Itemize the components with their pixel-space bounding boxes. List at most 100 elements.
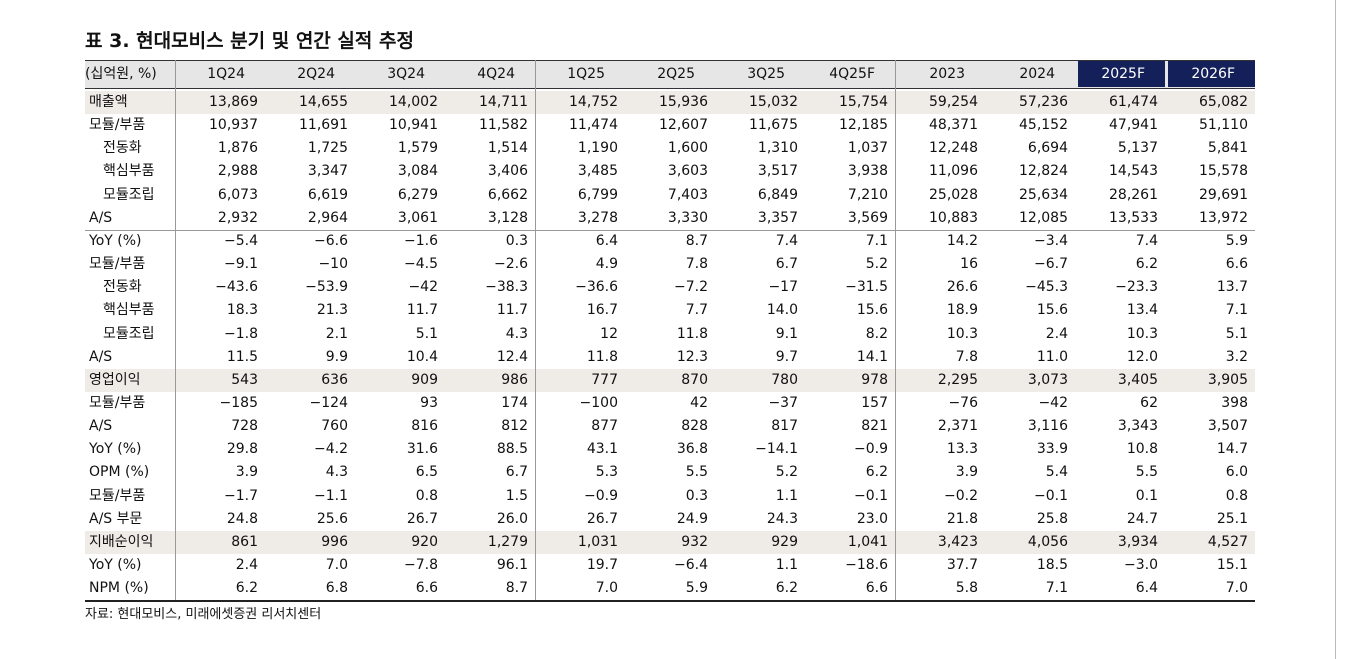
cell-value: 6.6 [1225,256,1248,273]
cell-value: 6.4 [1135,580,1158,597]
cell-value: 5,841 [1207,140,1248,157]
cell-value: 10.3 [946,325,978,342]
cell-value: 2,964 [307,209,348,226]
cell-value: 43.1 [586,441,618,458]
cell-value: 88.5 [496,441,528,458]
cell-value: 3,347 [307,163,348,180]
cell-value: 6,279 [397,186,438,203]
cell-value: 15,578 [1199,163,1248,180]
cell-value: 5.4 [1045,464,1068,481]
cell-value: −17 [768,279,798,296]
cell-value: 0.8 [415,487,438,504]
cell-value: 3,357 [757,209,798,226]
cell-value: 15.6 [1036,302,1068,319]
cell-value: 6,694 [1027,140,1068,157]
cell-value: 21.8 [946,510,978,527]
cell-value: −2.6 [494,256,528,273]
cell-value: 0.8 [1225,487,1248,504]
cell-value: 18.3 [226,302,258,319]
cell-value: 1,725 [307,140,348,157]
cell-value: 6.0 [1225,464,1248,481]
cell-value: 6.2 [1135,256,1158,273]
row-label: YoY (%) [89,557,142,573]
cell-value: −3.0 [1124,557,1158,573]
cell-value: 3,061 [397,209,438,226]
cell-value: 14,002 [389,94,438,110]
cell-value: 19.7 [586,557,618,573]
column-separator [895,60,896,601]
cell-value: 6.2 [235,580,258,597]
cell-value: 3,073 [1027,371,1068,388]
cell-value: 12,248 [929,140,978,157]
cell-value: 10,937 [209,117,258,134]
cell-value: 978 [861,371,888,388]
row-label: 모듈조립 [103,325,155,342]
cell-value: −10 [318,256,348,273]
cell-value: 877 [591,418,618,435]
cell-value: 1,031 [577,533,618,550]
cell-value: 14,655 [299,94,348,110]
cell-value: 7.4 [1135,232,1158,249]
cell-value: −1.7 [224,487,258,504]
cell-value: 28,261 [1109,186,1158,203]
cell-value: −7.2 [674,279,708,296]
cell-value: 15,936 [659,94,708,110]
cell-value: 24.9 [676,510,708,527]
cell-value: 7.1 [1225,302,1248,319]
cell-value: 47,941 [1109,117,1158,134]
cell-value: 5.8 [955,580,978,597]
cell-value: −45.3 [1025,279,1068,296]
row-label: 모듈/부품 [89,256,146,273]
row-label: YoY (%) [89,232,142,249]
cell-value: −3.4 [1034,232,1068,249]
cell-value: 929 [771,533,798,550]
cell-value: 11,096 [929,163,978,180]
row-label: 전동화 [103,140,142,157]
cell-value: 15,032 [749,94,798,110]
cell-value: 1,041 [847,533,888,550]
cell-value: −1.1 [314,487,348,504]
cell-value: 11.7 [406,302,438,319]
row-highlight [85,91,1255,115]
cell-value: 3,934 [1117,533,1158,550]
header-bottom-rule [85,88,1255,89]
cell-value: 3,343 [1117,418,1158,435]
cell-value: 29.8 [226,441,258,458]
cell-value: 6.7 [775,256,798,273]
cell-value: 11.0 [1036,348,1068,365]
cell-value: −9.1 [224,256,258,273]
row-label: OPM (%) [89,464,150,481]
cell-value: 9.7 [775,348,798,365]
cell-value: 5,137 [1117,140,1158,157]
cell-value: 13,533 [1109,209,1158,226]
cell-value: 760 [321,418,348,435]
cell-value: 14.0 [766,302,798,319]
cell-value: 3,406 [487,163,528,180]
cell-value: 18.9 [946,302,978,319]
row-label: 모듈/부품 [89,394,146,411]
column-header: 2023 [929,66,965,82]
cell-value: 780 [771,371,798,388]
cell-value: 62 [1140,394,1158,411]
row-label: 핵심부품 [103,302,155,319]
cell-value: 14,543 [1109,163,1158,180]
cell-value: −38.3 [485,279,528,296]
cell-value: 15,754 [839,94,888,110]
cell-value: 8.7 [505,580,528,597]
cell-value: 10.3 [1126,325,1158,342]
cell-value: 14.7 [1216,441,1248,458]
cell-value: 1.1 [775,557,798,573]
cell-value: 6,619 [307,186,348,203]
cell-value: 2,371 [937,418,978,435]
cell-value: 10,883 [929,209,978,226]
cell-value: 1.5 [505,487,528,504]
cell-value: −0.1 [854,487,888,504]
cell-value: 870 [681,371,708,388]
cell-value: 7.1 [865,232,888,249]
cell-value: 2.4 [235,557,258,573]
cell-value: 0.3 [685,487,708,504]
cell-value: 4.3 [505,325,528,342]
cell-value: 909 [411,371,438,388]
column-separator [175,60,176,601]
